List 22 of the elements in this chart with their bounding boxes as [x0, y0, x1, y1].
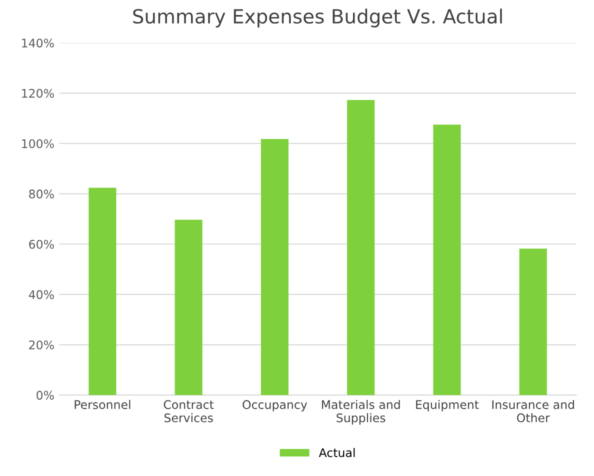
bar — [260, 138, 289, 396]
y-tick-label: 20% — [29, 340, 54, 350]
y-tick-label: 100% — [22, 139, 54, 148]
legend-label: Actual — [318, 448, 355, 458]
x-tick-label: Materials and Supplies — [322, 400, 400, 425]
y-tick-label: 120% — [22, 88, 54, 98]
bar — [347, 100, 375, 396]
y-tick-label: 140% — [22, 38, 54, 48]
x-tick-label: Equipment — [416, 400, 479, 412]
y-tick-label: 40% — [28, 290, 54, 300]
x-tick-label: Insurance and Other — [492, 400, 574, 422]
bar — [433, 124, 461, 396]
chart-title: Summary Expenses Budget Vs. Actual — [133, 8, 502, 28]
bar — [88, 188, 116, 396]
x-tick-label: Personnel — [74, 400, 130, 410]
bar — [519, 248, 547, 396]
x-tick-label: Contract Services — [164, 400, 214, 422]
y-tick-label: 80% — [29, 190, 54, 198]
y-tick-label: 60% — [29, 240, 54, 249]
x-tick-label: Occupancy — [242, 400, 308, 412]
bar — [174, 220, 202, 396]
y-tick-label: 0% — [36, 390, 54, 400]
